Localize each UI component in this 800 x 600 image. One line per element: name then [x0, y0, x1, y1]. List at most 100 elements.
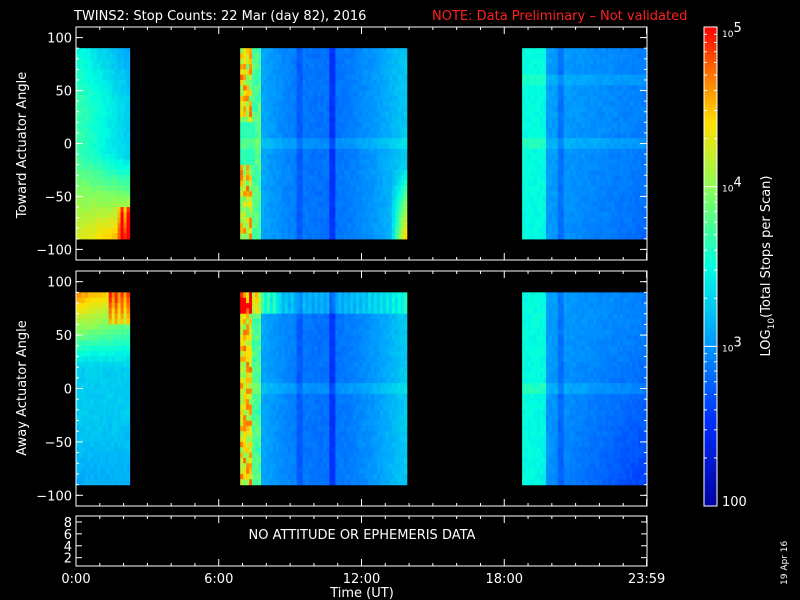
heatmap-cell	[126, 117, 131, 123]
heatmap-cell	[281, 64, 286, 70]
heatmap-cell	[108, 356, 113, 363]
heatmap-cell	[308, 101, 313, 108]
heatmap-cell	[102, 207, 107, 213]
heatmap-cell	[317, 101, 322, 108]
heatmap-cell	[554, 159, 559, 166]
heatmap-cell	[551, 48, 556, 55]
heatmap-cell	[105, 447, 110, 454]
heatmap-cell	[102, 228, 107, 235]
heatmap-cell	[365, 159, 369, 166]
heatmap-cell	[90, 372, 95, 379]
heatmap-cell	[566, 111, 571, 118]
heatmap-cell	[108, 335, 113, 342]
heatmap-cell	[93, 431, 98, 438]
heatmap-cell	[99, 48, 104, 55]
heatmap-cell	[623, 58, 627, 65]
heatmap-cell	[240, 53, 244, 60]
heatmap-cell	[382, 201, 387, 208]
heatmap-cell	[120, 447, 125, 454]
heatmap-cell	[626, 212, 630, 219]
heatmap-cell	[240, 85, 244, 92]
heatmap-cell	[617, 228, 621, 235]
heatmap-cell	[596, 117, 601, 123]
heatmap-cell	[641, 95, 645, 102]
heatmap-cell	[608, 164, 612, 171]
heatmap-cell	[614, 132, 618, 139]
heatmap-cell	[350, 164, 354, 171]
heatmap-cell	[299, 196, 304, 203]
heatmap-cell	[641, 117, 645, 123]
heatmap-cell	[563, 48, 568, 55]
heatmap-cell	[403, 85, 408, 92]
heatmap-cell	[611, 180, 615, 187]
heatmap-cell	[249, 143, 253, 150]
heatmap-cell	[102, 127, 107, 134]
heatmap-cell	[293, 201, 298, 208]
heatmap-cell	[102, 222, 107, 229]
heatmap-cell	[111, 388, 116, 395]
heatmap-cell	[623, 196, 627, 203]
heatmap-cell	[81, 436, 86, 443]
heatmap-cell	[81, 85, 86, 92]
heatmap-cell	[260, 191, 265, 198]
heatmap-cell	[563, 111, 568, 118]
heatmap-cell	[320, 101, 325, 108]
heatmap-cell	[90, 393, 95, 400]
heatmap-cell	[522, 159, 526, 166]
heatmap-cell	[281, 233, 286, 240]
heatmap-cell	[635, 101, 639, 108]
heatmap-cell	[93, 329, 98, 336]
heatmap-cell	[311, 95, 316, 102]
heatmap-cell	[394, 217, 399, 224]
heatmap-cell	[341, 217, 345, 224]
heatmap-cell	[108, 441, 113, 448]
heatmap-cell	[105, 175, 110, 182]
heatmap-cell	[528, 196, 532, 203]
heatmap-cell	[302, 228, 307, 235]
heatmap-cell	[255, 169, 259, 176]
heatmap-cell	[605, 164, 609, 171]
heatmap-cell	[99, 441, 104, 448]
heatmap-cell	[569, 127, 574, 134]
heatmap-cell	[240, 377, 244, 384]
heatmap-cell	[545, 85, 550, 92]
heatmap-cell	[338, 164, 342, 171]
heatmap-cell	[394, 95, 399, 102]
heatmap-cell	[344, 127, 348, 134]
heatmap-cell	[117, 58, 122, 65]
heatmap-cell	[102, 463, 107, 470]
heatmap-cell	[120, 388, 125, 395]
heatmap-cell	[246, 185, 250, 192]
heatmap-cell	[108, 69, 113, 76]
heatmap-cell	[531, 169, 535, 176]
heatmap-cell	[566, 143, 571, 150]
heatmap-cell	[596, 79, 601, 86]
heatmap-cell	[243, 191, 247, 198]
heatmap-cell	[379, 127, 384, 134]
heatmap-cell	[108, 393, 113, 400]
heatmap-cell	[266, 143, 271, 150]
heatmap-cell	[397, 143, 402, 150]
heatmap-cell	[525, 233, 529, 240]
heatmap-cell	[382, 132, 387, 139]
heatmap-cell	[362, 185, 366, 192]
heatmap-cell	[240, 372, 244, 379]
heatmap-cell	[284, 132, 289, 139]
heatmap-cell	[93, 399, 98, 406]
heatmap-cell	[525, 111, 529, 118]
heatmap-cell	[338, 212, 342, 219]
heatmap-cell	[635, 85, 639, 92]
heatmap-cell	[525, 117, 529, 123]
heatmap-cell	[362, 48, 366, 55]
heatmap-cell	[379, 207, 384, 213]
heatmap-cell	[590, 101, 595, 108]
heatmap-cell	[93, 292, 98, 299]
heatmap-cell	[620, 207, 624, 213]
heatmap-cell	[385, 212, 390, 219]
heatmap-cell	[90, 404, 95, 411]
heatmap-cell	[590, 191, 595, 198]
heatmap-cell	[596, 154, 601, 160]
heatmap-cell	[266, 222, 271, 229]
heatmap-cell	[87, 463, 92, 470]
heatmap-cell	[243, 196, 247, 203]
